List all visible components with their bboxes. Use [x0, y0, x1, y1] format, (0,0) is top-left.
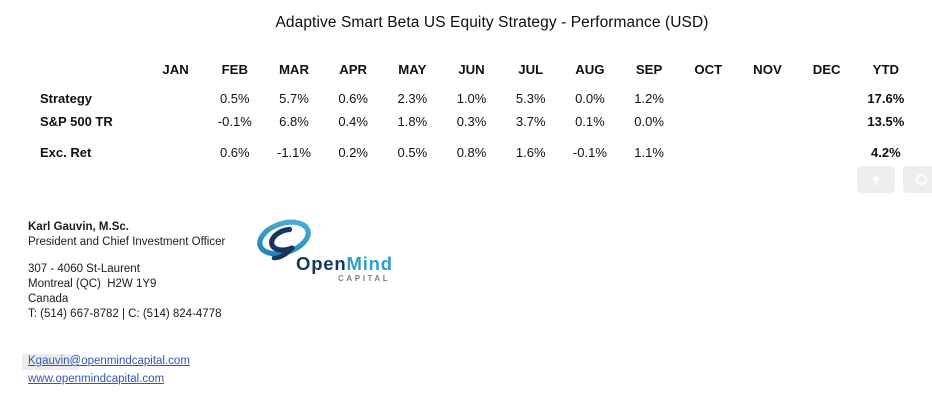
value-cell: 5.7%	[279, 91, 309, 106]
value-cell: 1.1%	[634, 145, 664, 160]
value-cell: 0.6%	[219, 145, 250, 160]
value-cell: 0.5%	[397, 145, 428, 160]
rotate-icon	[914, 172, 929, 187]
column-header: SEP	[635, 62, 663, 77]
overlay-arrow-up-button[interactable]	[857, 166, 895, 193]
column-header: JAN	[162, 62, 189, 77]
row-label: S&P 500 TR	[40, 114, 113, 129]
column-header: YTD	[872, 62, 900, 77]
column-header: FEB	[221, 62, 248, 77]
value-cell: 0.8%	[456, 145, 487, 160]
logo-word-capital: CAPITAL	[338, 274, 391, 283]
contact-block: Karl Gauvin, M.Sc. President and Chief I…	[28, 220, 225, 322]
link-selection-highlight	[22, 354, 78, 370]
column-header: NOV	[753, 62, 782, 77]
arrow-up-icon	[869, 173, 883, 187]
logo-word-open: Open	[296, 253, 347, 274]
value-cell: 0.0%	[575, 91, 605, 106]
value-cell: -0.1%	[572, 145, 607, 160]
table-header-row: JAN FEB MAR APR MAY JUN JUL AUG SEP OCT NOV DEC YTD	[38, 62, 915, 78]
value-cell: 17.6%	[867, 91, 905, 106]
logo-wordmark: OpenMind	[296, 253, 393, 275]
value-cell: 0.2%	[338, 145, 368, 160]
column-header: JUN	[458, 62, 485, 77]
contact-address-line2: Montreal (QC) H2W 1Y9	[28, 278, 157, 290]
contact-address-line1: 307 - 4060 St-Laurent	[28, 263, 140, 275]
openmind-swirl-icon	[255, 216, 313, 273]
contact-phone-line: T: (514) 667-8782 | C: (514) 824-4778	[28, 308, 222, 320]
page-title: Adaptive Smart Beta US Equity Strategy -…	[275, 14, 709, 31]
value-cell: 1.8%	[397, 114, 428, 129]
overlay-rotate-button[interactable]	[903, 166, 932, 193]
value-cell: 5.3%	[515, 91, 546, 106]
logo-word-mind: Mind	[346, 253, 393, 274]
contact-name: Karl Gauvin, M.Sc.	[28, 221, 129, 233]
contact-spacer	[28, 250, 225, 262]
contact-address-line3: Canada	[28, 293, 69, 305]
value-cell: 0.5%	[219, 91, 250, 106]
value-cell: 0.0%	[634, 114, 664, 129]
value-cell: 4.2%	[871, 145, 901, 160]
value-cell: 1.6%	[515, 145, 546, 160]
value-cell: -0.1%	[217, 114, 252, 129]
openmind-capital-logo: OpenMind CAPITAL	[255, 212, 395, 290]
value-cell: 13.5%	[867, 114, 905, 129]
table-row: Exc. Ret 0.6% -1.1% 0.2% 0.5% 0.8% 1.6% -0.1% 1.…	[38, 145, 915, 161]
column-header: OCT	[694, 62, 723, 77]
value-cell: 2.3%	[397, 91, 428, 106]
column-header: APR	[339, 62, 368, 77]
performance-table: JAN FEB MAR APR MAY JUN JUL AUG SEP OCT NOV DEC YTD S…	[38, 62, 915, 161]
table-row: S&P 500 TR -0.1% 6.8% 0.4% 1.8% 0.3% 3.7% 0.1% 0…	[38, 114, 915, 130]
value-cell: 0.3%	[456, 114, 487, 129]
column-header: AUG	[575, 62, 605, 77]
website-link[interactable]: www.openmindcapital.com	[28, 373, 165, 385]
column-header: MAR	[278, 62, 309, 77]
row-label: Strategy	[40, 91, 93, 106]
email-link[interactable]: Kgauvin@openmindcapital.com	[28, 355, 190, 367]
table-row: Strategy 0.5% 5.7% 0.6% 2.3% 1.0% 5.3% 0.0% 1.2%…	[38, 91, 915, 107]
value-cell: 0.6%	[338, 91, 368, 106]
column-header: JUL	[518, 62, 544, 77]
column-header: MAY	[398, 62, 427, 77]
value-cell: 0.4%	[338, 114, 368, 129]
value-cell: 0.1%	[575, 114, 605, 129]
value-cell: -1.1%	[276, 145, 311, 160]
value-cell: 1.2%	[634, 91, 664, 106]
value-cell: 1.0%	[456, 91, 487, 106]
column-header: DEC	[812, 62, 841, 77]
row-label: Exc. Ret	[40, 145, 92, 160]
value-cell: 3.7%	[515, 114, 546, 129]
links-block: Kgauvin@openmindcapital.com www.openmind…	[28, 352, 190, 388]
value-cell: 6.8%	[279, 114, 309, 129]
contact-role: President and Chief Investment Officer	[28, 236, 226, 248]
